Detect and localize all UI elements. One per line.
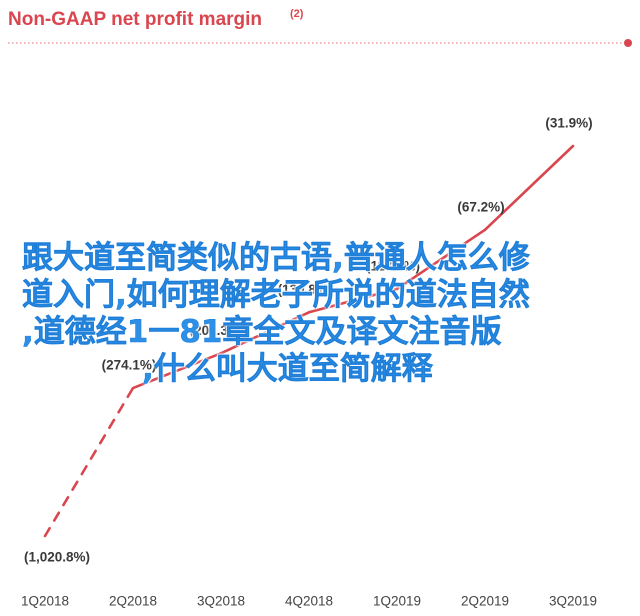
line-segment [395,228,487,291]
line-segment [219,310,311,355]
data-label: (201.3%) [190,323,245,338]
overlay-line: 道入门,如何理解老子所说的道法自然 [22,277,530,314]
overlay-text: 跟大道至简类似的古语,普通人怎么修 道入门,如何理解老子所说的道法自然 ,道德经1一… [22,240,632,388]
data-label: (31.9%) [545,116,592,131]
overlay-line: ,道德经1一81章全文及译文注音版 [22,314,502,351]
x-tick-label: 4Q2018 [285,594,333,609]
line-segment [483,144,575,232]
line-segment [307,287,399,314]
data-label: (1,020.8%) [24,550,90,565]
title-note: (2) [290,8,304,20]
data-label: (139.8%) [278,282,333,297]
chart-title: Non-GAAP net profit margin [8,9,262,30]
line-segment [131,352,223,390]
overlay-line: 跟大道至简类似的古语,普通人怎么修 [22,240,530,277]
x-tick-label: 2Q2019 [461,594,509,609]
line-segment [43,386,135,538]
x-tick-label: 3Q2018 [197,594,245,609]
x-tick-label: 1Q2019 [373,594,421,609]
data-label: (67.2%) [457,199,504,214]
data-label: (113.6%) [366,258,420,273]
data-label: (274.1%) [102,358,157,373]
x-tick-label: 2Q2018 [109,594,157,609]
overlay-line: ,什么叫大道至简解释 [142,351,433,388]
title-rule-dot [624,39,632,47]
x-tick-label: 1Q2018 [21,594,69,609]
x-tick-label: 3Q2019 [549,594,597,609]
